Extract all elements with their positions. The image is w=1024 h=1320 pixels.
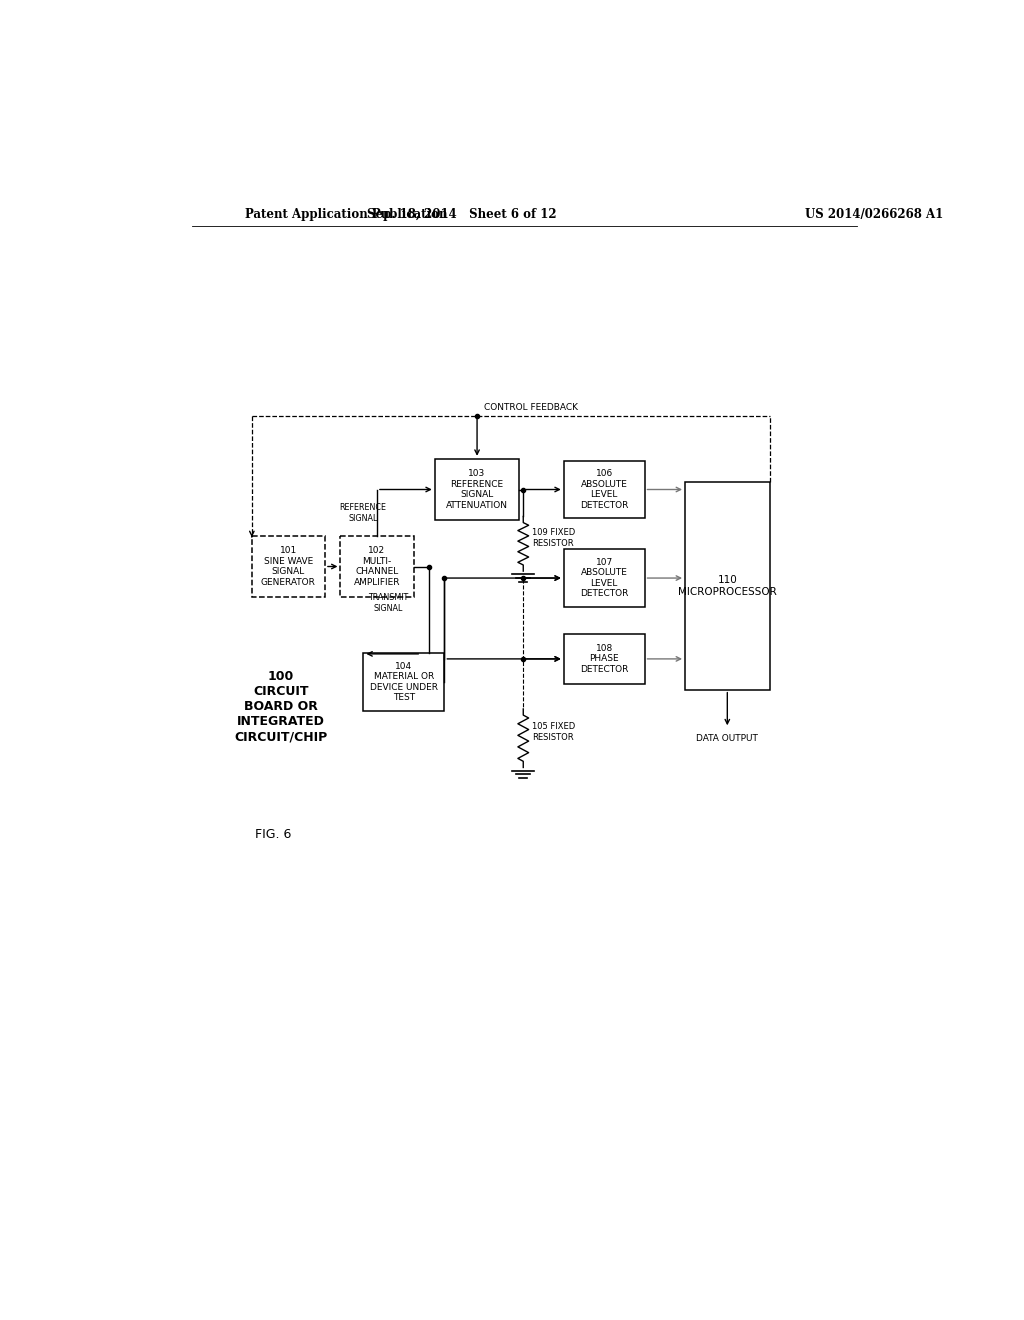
- Text: REFERENCE
SIGNAL: REFERENCE SIGNAL: [340, 503, 387, 523]
- Text: 100
CIRCUIT
BOARD OR
INTEGRATED
CIRCUIT/CHIP: 100 CIRCUIT BOARD OR INTEGRATED CIRCUIT/…: [234, 671, 328, 743]
- Bar: [563, 634, 644, 684]
- Bar: [563, 461, 644, 519]
- Text: 109 FIXED
RESISTOR: 109 FIXED RESISTOR: [532, 528, 575, 548]
- Text: 105 FIXED
RESISTOR: 105 FIXED RESISTOR: [532, 722, 575, 742]
- Text: 102
MULTI-
CHANNEL
AMPLIFIER: 102 MULTI- CHANNEL AMPLIFIER: [353, 546, 400, 586]
- Text: Patent Application Publication: Patent Application Publication: [245, 209, 447, 222]
- Bar: [563, 549, 644, 607]
- Text: 106
ABSOLUTE
LEVEL
DETECTOR: 106 ABSOLUTE LEVEL DETECTOR: [580, 470, 629, 510]
- Text: DATA OUTPUT: DATA OUTPUT: [696, 734, 758, 743]
- Text: 101
SINE WAVE
SIGNAL
GENERATOR: 101 SINE WAVE SIGNAL GENERATOR: [261, 546, 315, 586]
- Bar: [364, 653, 444, 711]
- Bar: [340, 536, 414, 597]
- Text: FIG. 6: FIG. 6: [255, 829, 292, 841]
- Text: 107
ABSOLUTE
LEVEL
DETECTOR: 107 ABSOLUTE LEVEL DETECTOR: [580, 558, 629, 598]
- Text: 103
REFERENCE
SIGNAL
ATTENUATION: 103 REFERENCE SIGNAL ATTENUATION: [446, 470, 508, 510]
- Bar: [685, 482, 770, 689]
- Text: 110
MICROPROCESSOR: 110 MICROPROCESSOR: [678, 576, 776, 597]
- Text: 108
PHASE
DETECTOR: 108 PHASE DETECTOR: [580, 644, 629, 673]
- Text: TRANSMIT
SIGNAL: TRANSMIT SIGNAL: [369, 594, 409, 612]
- Text: CONTROL FEEDBACK: CONTROL FEEDBACK: [484, 403, 578, 412]
- Bar: [252, 536, 325, 597]
- Text: 104
MATERIAL OR
DEVICE UNDER
TEST: 104 MATERIAL OR DEVICE UNDER TEST: [370, 661, 438, 702]
- Bar: [435, 459, 519, 520]
- Text: US 2014/0266268 A1: US 2014/0266268 A1: [805, 209, 943, 222]
- Text: Sep. 18, 2014   Sheet 6 of 12: Sep. 18, 2014 Sheet 6 of 12: [367, 209, 556, 222]
